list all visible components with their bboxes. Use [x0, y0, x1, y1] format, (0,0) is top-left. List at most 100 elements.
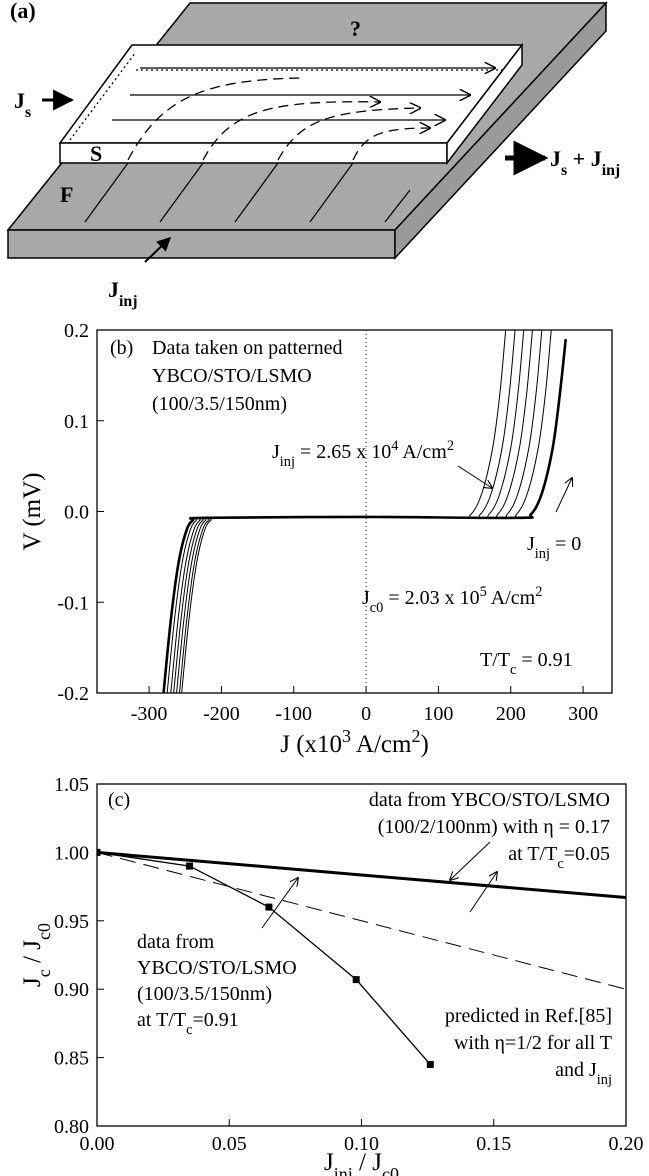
text-part: 2 [535, 584, 542, 600]
text-part: J (x10 [280, 731, 342, 758]
text-part: 2 [447, 438, 454, 454]
layer-label: S [90, 141, 102, 166]
text-part: inj [597, 1072, 612, 1088]
text-part: / J [353, 1149, 382, 1176]
annotation: YBCO/STO/LSMO [152, 365, 312, 387]
text-part: YBCO/STO/LSMO [137, 957, 297, 979]
x-axis-title: Jinj / Jc0 [324, 1149, 399, 1176]
text-part: + J [567, 146, 602, 171]
text-part: J [14, 88, 25, 113]
annotation-arrow [457, 465, 492, 488]
current-label: Js + Jinj [550, 146, 620, 179]
text-part: A/cm [398, 441, 447, 463]
text-part: c0 [382, 1164, 399, 1176]
text-part: (100/2/100nm) with η = 0.17 [378, 816, 610, 838]
y-tick-label: 1.05 [54, 774, 89, 796]
text-part: c [510, 662, 516, 678]
text-part: c [557, 856, 563, 872]
x-tick-label: 200 [496, 703, 526, 725]
annotation: at T/Tc=0.91 [137, 1009, 239, 1038]
data-marker [426, 1060, 434, 1068]
annotation-arrow [555, 478, 572, 513]
jinj-arrow [144, 237, 172, 263]
device-diagram [6, 1, 608, 263]
annotation-arrow [261, 878, 298, 929]
text-part: c [186, 1022, 192, 1038]
text-part: J [527, 533, 535, 555]
y-tick-label: 1.00 [54, 842, 89, 864]
annotation: with η=1/2 for all T [454, 1032, 612, 1054]
text-part: 2 [411, 726, 420, 746]
current-label: Jinj [108, 277, 137, 310]
x-tick-label: 0 [361, 703, 371, 725]
text-part: J [362, 587, 370, 609]
text-part: J [324, 1149, 334, 1176]
data-marker [186, 862, 194, 870]
panel-label: (c) [108, 789, 130, 811]
text-part: J [550, 146, 561, 171]
y-tick-label: 0.2 [64, 320, 89, 342]
text-part: / J [19, 940, 46, 969]
plot-panel: 0.00 0.05 0.10 0.15 0.20 0.80 0.85 0.90 0.95 1.00… [19, 774, 644, 1176]
text-part: (100/3.5/150nm) [137, 983, 272, 1005]
text-part: and J [555, 1059, 597, 1081]
text-part: data from [137, 931, 215, 953]
y-tick-label: 0.85 [54, 1048, 89, 1070]
f-lines [84, 162, 411, 223]
text-part: s [25, 104, 31, 121]
panel-label: (b) [110, 337, 133, 359]
annotation-arrow [469, 872, 497, 913]
y-tick-label: 0.1 [64, 411, 89, 433]
series-line [97, 851, 626, 990]
annotation: T/Tc = 0.91 [480, 649, 573, 678]
x-axis-title: J (x103 A/cm2) [280, 726, 429, 758]
current-label: Js [14, 88, 31, 121]
text-part: Data taken on patterned [152, 337, 342, 359]
text-part: ) [420, 731, 428, 758]
annotation: predicted in Ref.[85] [445, 1005, 612, 1027]
annotation: data from YBCO/STO/LSMO [369, 789, 610, 811]
text-part: 3 [342, 726, 351, 746]
text-part: at T/T [508, 843, 557, 865]
x-tick-label: -200 [203, 703, 240, 725]
x-tick-label: 100 [423, 703, 453, 725]
text-part: A/cm [487, 587, 536, 609]
text-part: 4 [391, 438, 398, 454]
text-part: inj [535, 546, 550, 562]
x-tick-label: -100 [275, 703, 312, 725]
layer-label: F [60, 182, 73, 207]
annotation: Jinj = 2.65 x 104 A/cm2 [272, 438, 454, 470]
annotation-arrow [450, 841, 491, 880]
text-part: s [561, 162, 567, 179]
text-part: with η=1/2 for all T [454, 1032, 612, 1054]
x-tick-label: -300 [131, 703, 168, 725]
data-marker [265, 903, 273, 911]
x-tick-label: 300 [568, 703, 598, 725]
text-part: = 2.65 x 10 [295, 441, 391, 463]
annotation: at T/Tc=0.05 [508, 843, 610, 872]
text-part: c0 [370, 600, 384, 616]
y-axis-title: Jc / Jc0 [19, 923, 54, 987]
x-tick-label: 0.10 [344, 1133, 379, 1155]
data-marker [352, 976, 360, 984]
annotation: Jinj = 0 [527, 533, 581, 562]
text-part: =0.91 [192, 1009, 238, 1031]
text-part: J [19, 977, 46, 987]
f-front [7, 229, 396, 259]
text-part: c [34, 969, 54, 977]
text-part: inj [119, 293, 137, 310]
s-side [446, 42, 523, 166]
text-part: = 0.91 [516, 649, 572, 671]
text-part: = 2.03 x 10 [383, 587, 479, 609]
x-tick-label: 0.15 [476, 1133, 511, 1155]
unknown-mark: ? [350, 16, 361, 41]
y-tick-label: -0.1 [57, 592, 89, 614]
series-line [162, 338, 568, 693]
y-axis-title: V (mV) [19, 472, 46, 550]
text-part: predicted in Ref.[85] [445, 1005, 612, 1027]
annotation: Jc0 = 2.03 x 105 A/cm2 [362, 584, 542, 616]
text-part: data from YBCO/STO/LSMO [369, 789, 610, 811]
x-tick-label: 0.20 [609, 1133, 644, 1155]
